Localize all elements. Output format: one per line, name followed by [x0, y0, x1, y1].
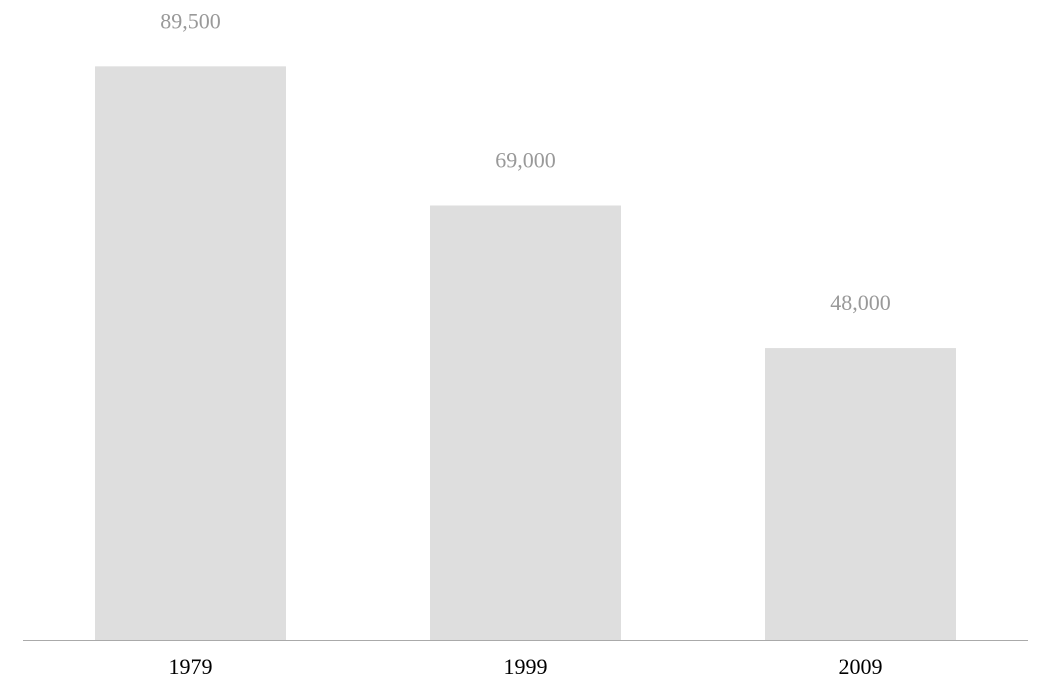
- value-label: 48,000: [830, 290, 891, 315]
- bar: [765, 348, 956, 640]
- x-tick-label: 1979: [169, 654, 213, 679]
- bar: [430, 205, 621, 640]
- value-label: 69,000: [495, 148, 556, 173]
- x-tick-label: 2009: [839, 654, 883, 679]
- x-tick-label: 1999: [504, 654, 548, 679]
- value-label: 89,500: [160, 8, 221, 33]
- bar: [95, 66, 286, 641]
